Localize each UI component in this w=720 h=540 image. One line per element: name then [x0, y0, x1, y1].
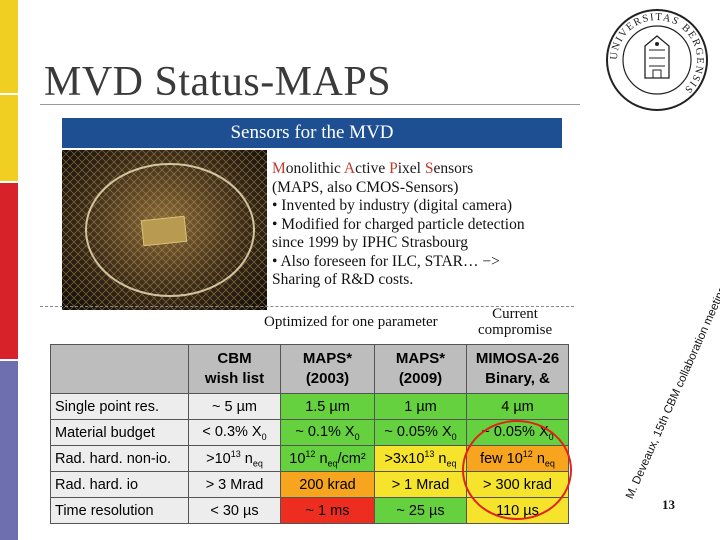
- optimized-label: Optimized for one parameter: [264, 314, 438, 330]
- maps-line: • Modified for charged particle detectio…: [272, 215, 525, 233]
- header-cell-mimosa: MIMOSA-26 Binary, &: [466, 344, 569, 394]
- maps-line: Sharing of R&D costs.: [272, 271, 414, 288]
- row-label: Rad. hard. non-io.: [50, 445, 189, 472]
- maps-line: • Also foreseen for ILC, STAR… −>: [272, 252, 500, 270]
- maps-line: • Invented by industry (digital camera): [272, 197, 513, 214]
- cell-cbm: ~ 5 µm: [188, 393, 281, 420]
- cell-mimosa: 4 µm: [466, 393, 569, 420]
- row-label: Time resolution: [50, 497, 189, 524]
- sensor-photo: [62, 150, 267, 310]
- table-header-row: CBM wish list MAPS* (2003) MAPS* (2009) MIM…: [50, 344, 569, 394]
- current-compromise-label: Current compromise: [478, 306, 552, 338]
- header-cell-maps2003: MAPS* (2003): [280, 344, 375, 394]
- strip-red: [0, 182, 18, 360]
- highlight-ellipse: [462, 420, 572, 520]
- cell-maps2003: ~ 0.1% X0: [280, 419, 375, 446]
- row-label: Material budget: [50, 419, 189, 446]
- cell-maps2009: >3x1013 neq: [374, 445, 467, 472]
- cell-maps2009: 1 µm: [374, 393, 467, 420]
- cell-cbm: < 30 µs: [188, 497, 281, 524]
- table-row: Single point res. ~ 5 µm 1.5 µm 1 µm 4 µ…: [50, 393, 569, 420]
- page-number: 13: [662, 497, 675, 512]
- cell-maps2003: 1.5 µm: [280, 393, 375, 420]
- maps-line: since 1999 by IPHC Strasbourg: [272, 234, 469, 251]
- cell-maps2003: ~ 1 ms: [280, 497, 375, 524]
- row-label: Rad. hard. io: [50, 471, 189, 498]
- side-note-text: M. Deveaux, 15th CBM collaboration meeti…: [624, 185, 720, 501]
- title-underline: [40, 104, 580, 105]
- strip-gap: [0, 181, 18, 183]
- cell-maps2003: 1012 neq/cm²: [280, 445, 375, 472]
- strip-yellow-top: [0, 0, 18, 94]
- divider: [40, 306, 574, 307]
- cell-maps2003: 200 krad: [280, 471, 375, 498]
- cell-maps2009: > 1 Mrad: [374, 471, 467, 498]
- maps-description: Monolithic Active Pixel Sensors (MAPS, a…: [272, 160, 525, 290]
- embedded-slide-header: Sensors for the MVD: [62, 118, 562, 148]
- current-line-2: compromise: [478, 322, 553, 338]
- header-cell-cbm: CBM wish list: [188, 344, 281, 394]
- strip-blue: [0, 360, 18, 540]
- maps-line: (MAPS, also CMOS-Sensors): [272, 178, 459, 196]
- embedded-slide: Sensors for the MVD: [62, 118, 562, 310]
- strip-gap: [0, 359, 18, 361]
- current-line-1: Current: [492, 306, 538, 322]
- maps-heading: Monolithic Active Pixel Sensors: [272, 160, 474, 177]
- row-label: Single point res.: [50, 393, 189, 420]
- cell-cbm: > 3 Mrad: [188, 471, 281, 498]
- strip-gap: [0, 93, 18, 95]
- cell-cbm: >1013 neq: [188, 445, 281, 472]
- sensor-chip: [140, 215, 188, 247]
- cell-cbm: < 0.3% X0: [188, 419, 281, 446]
- strip-yellow: [0, 94, 18, 182]
- cell-maps2009: ~ 25 µs: [374, 497, 467, 524]
- cell-maps2009: ~ 0.05% X0: [374, 419, 467, 446]
- slide-title: MVD Status-MAPS: [44, 59, 392, 105]
- header-cell-empty: [50, 344, 189, 394]
- university-seal-icon: UNIVERSITAS BERGENSIS: [606, 9, 708, 111]
- header-cell-maps2009: MAPS* (2009): [374, 344, 467, 394]
- side-note: M. Deveaux, 15th CBM collaboration meeti…: [624, 130, 720, 501]
